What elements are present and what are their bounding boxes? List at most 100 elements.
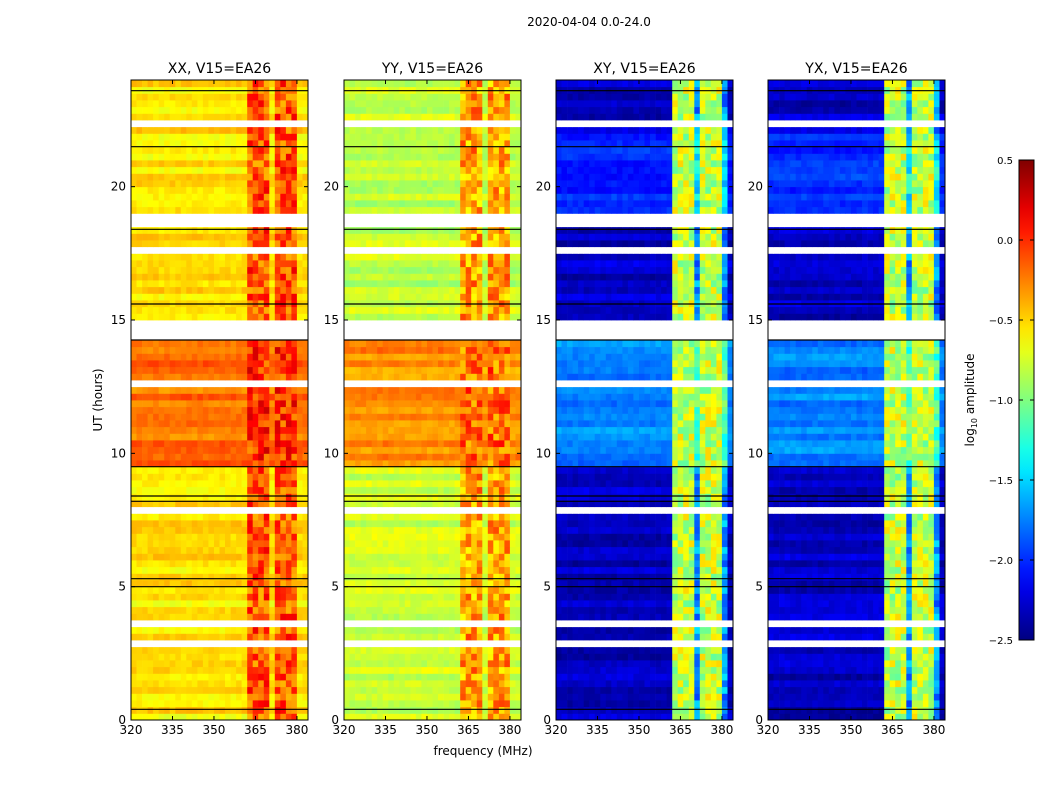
- heatmap-cell: [302, 446, 309, 454]
- heatmap-cell: [191, 646, 198, 654]
- heatmap-cell: [214, 526, 220, 534]
- heatmap-cell: [131, 453, 137, 461]
- heatmap-cell: [136, 320, 143, 328]
- heatmap-cell: [291, 493, 298, 501]
- heatmap-cell: [241, 386, 248, 394]
- heatmap-cell: [449, 540, 455, 548]
- heatmap-cell: [476, 486, 483, 494]
- heatmap-cell: [280, 606, 287, 614]
- y-tick-label: 15: [111, 313, 126, 327]
- heatmap-cell: [371, 633, 378, 641]
- heatmap-cell: [410, 400, 417, 408]
- heatmap-cell: [285, 140, 292, 148]
- heatmap-cell: [509, 406, 516, 414]
- heatmap-cell: [169, 640, 176, 648]
- heatmap-cell: [180, 213, 187, 221]
- heatmap-cell: [360, 533, 367, 541]
- heatmap-cell: [296, 293, 303, 301]
- heatmap-cell: [136, 620, 143, 628]
- heatmap-cell: [263, 606, 270, 614]
- heatmap-cell: [247, 206, 254, 214]
- heatmap-cell: [482, 466, 489, 474]
- heatmap-cell: [291, 100, 298, 108]
- heatmap-cell: [230, 380, 237, 388]
- heatmap-cell: [274, 713, 281, 721]
- heatmap-cell: [158, 693, 165, 701]
- heatmap-cell: [153, 613, 159, 621]
- heatmap-cell: [410, 560, 417, 568]
- heatmap-cell: [285, 593, 292, 601]
- heatmap-cell: [263, 646, 270, 654]
- heatmap-cell: [487, 606, 494, 614]
- heatmap-cell: [197, 353, 204, 361]
- heatmap-cell: [252, 580, 259, 588]
- heatmap-cell: [493, 553, 500, 561]
- heatmap-cell: [175, 106, 182, 114]
- heatmap-cell: [247, 506, 254, 514]
- heatmap-cell: [191, 580, 198, 588]
- heatmap-cell: [252, 573, 259, 581]
- heatmap-cell: [269, 180, 276, 188]
- heatmap-cell: [443, 526, 450, 534]
- heatmap-cell: [236, 520, 242, 528]
- heatmap-cell: [191, 653, 198, 661]
- heatmap-cell: [296, 193, 303, 201]
- heatmap-cell: [186, 500, 193, 508]
- heatmap-cell: [225, 433, 231, 441]
- heatmap-cell: [241, 313, 248, 321]
- heatmap-cell: [515, 340, 522, 348]
- heatmap-cell: [219, 633, 226, 641]
- heatmap-cell: [421, 433, 428, 441]
- heatmap-cell: [438, 680, 444, 688]
- heatmap-cell: [482, 446, 489, 454]
- heatmap-cell: [515, 526, 522, 534]
- heatmap-cell: [415, 580, 422, 588]
- heatmap-cell: [180, 220, 187, 228]
- heatmap-cell: [230, 346, 237, 354]
- heatmap-cell: [274, 306, 281, 314]
- heatmap-cell: [449, 413, 455, 421]
- heatmap-cell: [410, 433, 417, 441]
- heatmap-cell: [493, 446, 500, 454]
- heatmap-cell: [147, 553, 154, 561]
- heatmap-cell: [291, 293, 298, 301]
- heatmap-cell: [236, 680, 242, 688]
- heatmap-cell: [449, 420, 455, 428]
- heatmap-cell: [202, 126, 209, 134]
- heatmap-cell: [504, 366, 511, 374]
- heatmap-cell: [410, 440, 417, 448]
- heatmap-cell: [377, 533, 384, 541]
- heatmap-cell: [393, 506, 400, 514]
- heatmap-cell: [136, 113, 143, 121]
- heatmap-cell: [197, 193, 204, 201]
- heatmap-cell: [432, 406, 439, 414]
- heatmap-cell: [355, 473, 361, 481]
- heatmap-cell: [252, 133, 259, 141]
- heatmap-cell: [197, 273, 204, 281]
- heatmap-cell: [504, 713, 511, 721]
- y-axis-label: UT (hours): [91, 368, 105, 431]
- heatmap-cell: [291, 206, 298, 214]
- heatmap-cell: [142, 266, 148, 274]
- heatmap-cell: [302, 113, 309, 121]
- heatmap-cell: [432, 426, 439, 434]
- heatmap-cell: [465, 646, 472, 654]
- heatmap-cell: [382, 326, 389, 334]
- heatmap-cell: [202, 453, 209, 461]
- heatmap-cell: [158, 533, 165, 541]
- heatmap-cell: [404, 360, 411, 368]
- heatmap-cell: [158, 453, 165, 461]
- heatmap-cell: [175, 446, 182, 454]
- heatmap-cell: [460, 460, 467, 468]
- heatmap-cell: [274, 506, 281, 514]
- heatmap-cell: [258, 666, 265, 674]
- heatmap-cell: [180, 640, 187, 648]
- heatmap-cell: [302, 313, 309, 321]
- heatmap-cell: [296, 133, 303, 141]
- heatmap-cell: [247, 393, 254, 401]
- heatmap-cell: [180, 313, 187, 321]
- heatmap-cell: [377, 613, 384, 621]
- heatmap-cell: [202, 613, 209, 621]
- heatmap-cell: [230, 526, 237, 534]
- heatmap-cell: [164, 126, 171, 134]
